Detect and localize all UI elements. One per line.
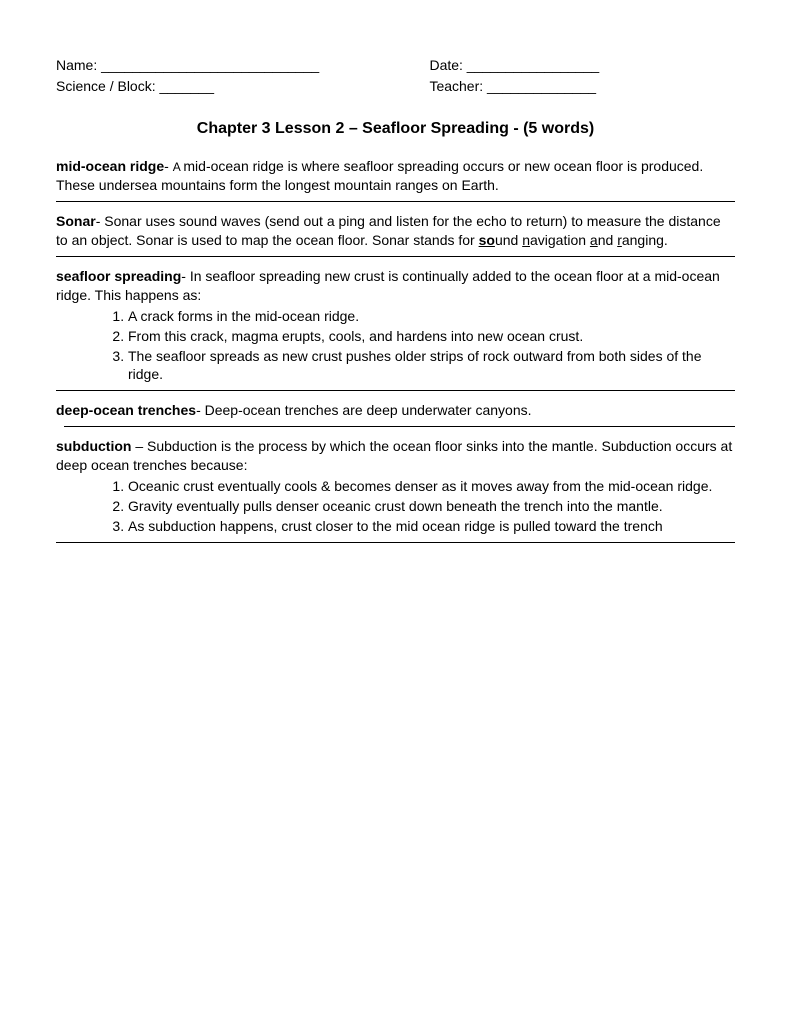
entry-deep-ocean-trenches: deep-ocean trenches- Deep-ocean trenches… [56,401,735,420]
header-row-1: Name: ____________________________ Date:… [56,56,735,75]
divider [56,542,735,543]
separator: - [196,402,205,418]
divider [64,426,735,427]
name-field[interactable]: Name: ____________________________ [56,56,429,75]
def-p2: und [495,232,522,248]
term: seafloor spreading [56,268,181,284]
ordered-list: Oceanic crust eventually cools & becomes… [56,477,735,536]
u-n: n [522,232,530,248]
u-a: a [590,232,598,248]
ordered-list: A crack forms in the mid-ocean ridge. Fr… [56,307,735,385]
list-item: As subduction happens, crust closer to t… [128,517,735,536]
divider [56,390,735,391]
divider [56,201,735,202]
entry-subduction: subduction – Subduction is the process b… [56,437,735,535]
separator: - [96,213,105,229]
term: subduction [56,438,131,454]
definition-text: Sonar- Sonar uses sound waves (send out … [56,212,735,250]
science-block-field[interactable]: Science / Block: _______ [56,77,429,96]
definition-text: seafloor spreading- In seafloor spreadin… [56,267,735,305]
u-so: so [479,232,495,248]
header-row-2: Science / Block: _______ Teacher: ______… [56,77,735,96]
date-field[interactable]: Date: _________________ [429,56,735,75]
separator: – [131,438,147,454]
def-a: A [173,160,184,174]
list-item: Gravity eventually pulls denser oceanic … [128,497,735,516]
entry-sonar: Sonar- Sonar uses sound waves (send out … [56,212,735,250]
def-body: Deep-ocean trenches are deep underwater … [205,402,532,418]
entry-mid-ocean-ridge: mid-ocean ridge- A mid-ocean ridge is wh… [56,157,735,195]
entry-seafloor-spreading: seafloor spreading- In seafloor spreadin… [56,267,735,384]
definition-text: mid-ocean ridge- A mid-ocean ridge is wh… [56,157,735,195]
definition-text: deep-ocean trenches- Deep-ocean trenches… [56,401,735,420]
teacher-field[interactable]: Teacher: ______________ [429,77,735,96]
term: Sonar [56,213,96,229]
definition-text: subduction – Subduction is the process b… [56,437,735,475]
separator: - [164,158,173,174]
list-item: A crack forms in the mid-ocean ridge. [128,307,735,326]
def-p5: anging. [622,232,668,248]
list-item: The seafloor spreads as new crust pushes… [128,347,735,385]
divider [56,256,735,257]
list-item: Oceanic crust eventually cools & becomes… [128,477,735,496]
separator: - [181,268,190,284]
def-body: Subduction is the process by which the o… [56,438,732,473]
term: mid-ocean ridge [56,158,164,174]
list-item: From this crack, magma erupts, cools, an… [128,327,735,346]
def-p4: nd [598,232,617,248]
page-title: Chapter 3 Lesson 2 – Seafloor Spreading … [56,118,735,140]
def-p3: avigation [530,232,590,248]
term: deep-ocean trenches [56,402,196,418]
